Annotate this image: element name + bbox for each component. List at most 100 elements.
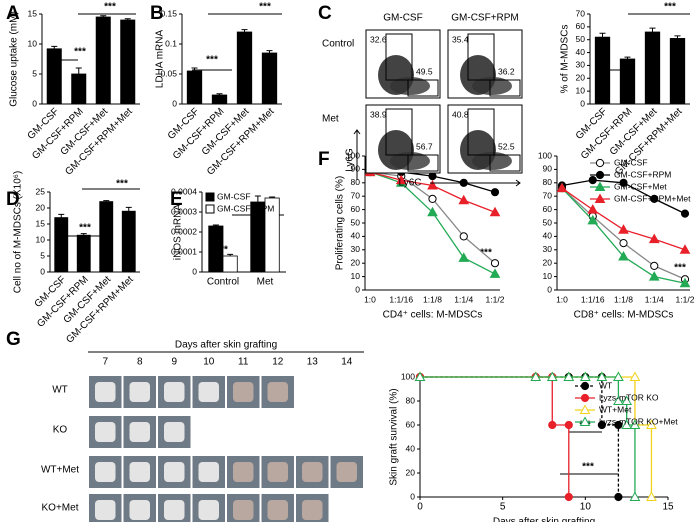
point	[427, 179, 438, 190]
y-tick-label: 70	[351, 190, 361, 200]
y-tick-label: 0.0003	[171, 206, 197, 216]
y-axis-label: % of M-MDSCs	[560, 25, 571, 94]
graft-photo-lesion	[267, 462, 288, 482]
point	[629, 491, 641, 501]
y-tick-label: 60	[406, 419, 416, 429]
bar	[211, 94, 228, 105]
y-tick-label: 60	[351, 204, 361, 214]
point	[680, 209, 690, 218]
y-tick-label: 30	[543, 244, 553, 254]
y-tick-label: 10	[36, 234, 46, 244]
graft-photo-lesion	[95, 500, 116, 520]
panel-label: G	[6, 329, 21, 350]
x-tick-label: 15	[662, 502, 674, 513]
error-bar	[80, 233, 87, 236]
graft-photo-lesion	[233, 500, 254, 520]
graft-photo-lesion	[267, 500, 288, 520]
legend-label: WT	[599, 380, 612, 390]
error-bar	[212, 224, 219, 226]
legend-label: Lyzs-mTOR KO	[599, 392, 659, 402]
flow-arrow	[430, 179, 521, 187]
gate-value: 56.7	[416, 141, 433, 151]
error-bar	[191, 67, 198, 71]
y-tick-label: 20	[36, 202, 46, 212]
y-tick-label: 0	[410, 491, 415, 501]
y-tick-label: 0.1	[165, 38, 177, 48]
point	[650, 261, 659, 270]
bar	[644, 31, 661, 105]
gate	[407, 79, 439, 97]
photo-row-label: KO	[53, 425, 68, 436]
x-tick-label: 1:1/16	[581, 294, 605, 304]
point	[619, 178, 628, 187]
graft-photo-lesion	[129, 422, 150, 442]
x-tick-label: 1:1/16	[389, 294, 413, 304]
point	[564, 420, 573, 430]
point	[629, 371, 641, 381]
y-tick-label: 0.0004	[171, 186, 197, 196]
x-tick-label: 1:1/4	[454, 294, 473, 304]
gate	[467, 108, 495, 156]
graft-photo-lesion	[302, 462, 323, 482]
gate-value: 52.5	[498, 141, 515, 151]
legend-label: GM-CSF+RPM	[614, 169, 671, 179]
x-tick-label: 1:1/2	[676, 294, 695, 304]
point	[414, 371, 426, 381]
point	[428, 172, 437, 181]
bar	[95, 16, 111, 105]
point	[564, 492, 573, 502]
annotation: ***	[664, 2, 676, 13]
day-label: 11	[238, 357, 249, 368]
x-tick-label: Met	[257, 277, 274, 288]
gate	[467, 33, 495, 81]
graft-photo-lesion	[95, 462, 116, 482]
x-tick-label: 1:0	[556, 294, 568, 304]
y-axis-label: Proliferating cells (%)	[335, 176, 346, 270]
graft-photo-lesion	[198, 382, 219, 402]
legend-label: GM-CSF+RPM	[217, 203, 274, 213]
y-axis-label: Glucose uptake (mM)	[9, 11, 20, 107]
point	[428, 194, 437, 203]
point	[613, 371, 624, 381]
point	[530, 371, 542, 381]
graft-photo-lesion	[336, 462, 357, 482]
error-bar	[216, 93, 223, 95]
point	[619, 239, 628, 248]
bar	[71, 73, 87, 105]
photo-row-label: KO+Met	[42, 503, 79, 514]
legend-swatch	[205, 204, 215, 214]
point	[395, 174, 407, 185]
annotation: ***	[79, 223, 91, 234]
point	[618, 224, 629, 234]
y-tick-label: 0	[355, 284, 360, 294]
y-tick-label: 40	[406, 443, 416, 453]
bar	[186, 70, 203, 105]
point	[458, 194, 470, 205]
point	[621, 395, 633, 405]
panel-label: E	[170, 189, 183, 210]
graft-photo-lesion	[164, 500, 185, 520]
y-tick-label: 50	[351, 217, 361, 227]
y-tick-label: 80	[351, 177, 361, 187]
x-tick-label: Control	[207, 277, 239, 288]
error-bar	[125, 206, 132, 212]
point	[618, 250, 629, 261]
point	[489, 268, 501, 278]
x-tick-label: 10	[580, 502, 592, 513]
y-tick-label: 10	[351, 271, 361, 281]
y-tick-label: 0.0001	[171, 246, 197, 256]
y-tick-label: 40	[576, 47, 586, 57]
bar	[120, 19, 136, 105]
error-bar	[124, 18, 131, 20]
y-tick-label: 60	[576, 21, 586, 31]
y-tick-label: 0	[192, 266, 197, 276]
bar	[594, 36, 611, 105]
x-axis-label: CD8⁺ cells: M-MDSCs	[574, 310, 674, 321]
error-bar	[674, 35, 681, 39]
day-label: 8	[137, 357, 143, 368]
error-bar	[254, 195, 261, 202]
point	[459, 232, 468, 241]
gate-value: 40.8	[452, 109, 469, 119]
y-tick-label: 80	[543, 177, 553, 187]
point	[648, 233, 660, 244]
